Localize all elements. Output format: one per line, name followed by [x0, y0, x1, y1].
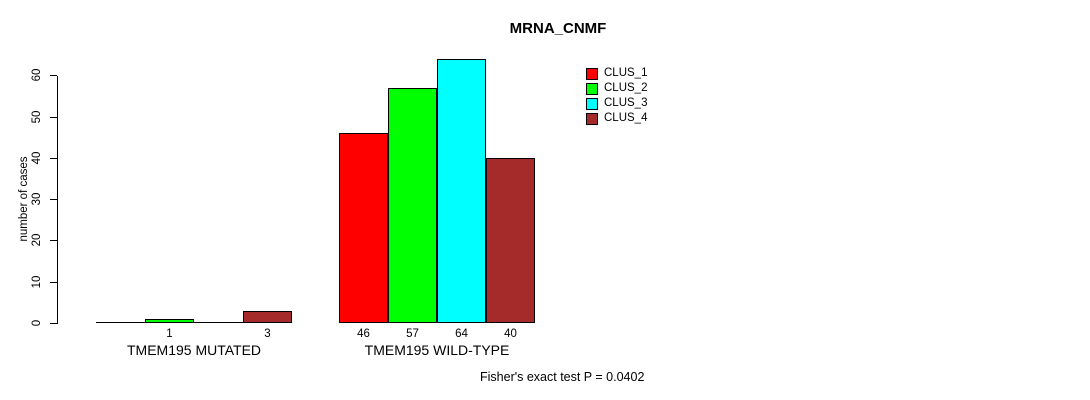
- y-tick-mark: [50, 282, 57, 283]
- bar-clus_1: [339, 133, 388, 323]
- legend-color-swatch: [586, 67, 598, 80]
- group-label: TMEM195 MUTATED: [126, 342, 262, 358]
- bar-clus_2: [388, 88, 437, 323]
- y-tick-label: 0: [31, 319, 43, 327]
- y-tick-label: 50: [31, 110, 43, 124]
- bar-value-label: 40: [504, 328, 517, 340]
- y-tick-label: 30: [31, 192, 43, 206]
- legend-color-swatch: [586, 97, 598, 110]
- bar-clus_1-zero: [96, 322, 145, 323]
- y-tick-mark: [50, 158, 57, 159]
- legend-item: CLUS_2: [586, 81, 647, 96]
- bar-value-label: 46: [357, 328, 370, 340]
- bar-value-label: 64: [455, 328, 468, 340]
- legend-color-swatch: [586, 82, 598, 95]
- group-label: TMEM195 WILD-TYPE: [364, 342, 510, 358]
- bar-value-label: 3: [264, 328, 271, 340]
- y-tick-mark: [50, 199, 57, 200]
- y-tick-label: 10: [31, 275, 43, 289]
- bar-clus_4: [243, 311, 292, 323]
- y-tick-label: 60: [31, 68, 43, 82]
- y-axis-line: [57, 76, 58, 324]
- chart-title: MRNA_CNMF: [509, 20, 607, 37]
- legend-label: CLUS_3: [604, 97, 648, 109]
- y-tick-mark: [50, 323, 57, 324]
- legend: CLUS_1 CLUS_2 CLUS_3 CLUS_4: [586, 66, 647, 126]
- legend-label: CLUS_1: [604, 67, 648, 79]
- bar-clus_3-zero: [194, 322, 243, 323]
- y-tick-label: 40: [31, 151, 43, 165]
- legend-item: CLUS_4: [586, 111, 647, 126]
- y-tick-mark: [50, 117, 57, 118]
- legend-item: CLUS_3: [586, 96, 647, 111]
- legend-color-swatch: [586, 112, 598, 125]
- bar-value-label: 57: [406, 328, 419, 340]
- y-tick-label: 20: [31, 233, 43, 247]
- bar-clus_3: [437, 59, 486, 323]
- y-axis-title: number of cases: [18, 156, 30, 242]
- legend-label: CLUS_4: [604, 112, 648, 124]
- y-tick-mark: [50, 240, 57, 241]
- fisher-test-annotation: Fisher's exact test P = 0.0402: [480, 370, 645, 384]
- bar-clus_2: [145, 319, 194, 323]
- bar-value-label: 1: [166, 328, 173, 340]
- legend-item: CLUS_1: [586, 66, 647, 81]
- legend-label: CLUS_2: [604, 82, 648, 94]
- y-tick-mark: [50, 75, 57, 76]
- bar-clus_4: [486, 158, 535, 323]
